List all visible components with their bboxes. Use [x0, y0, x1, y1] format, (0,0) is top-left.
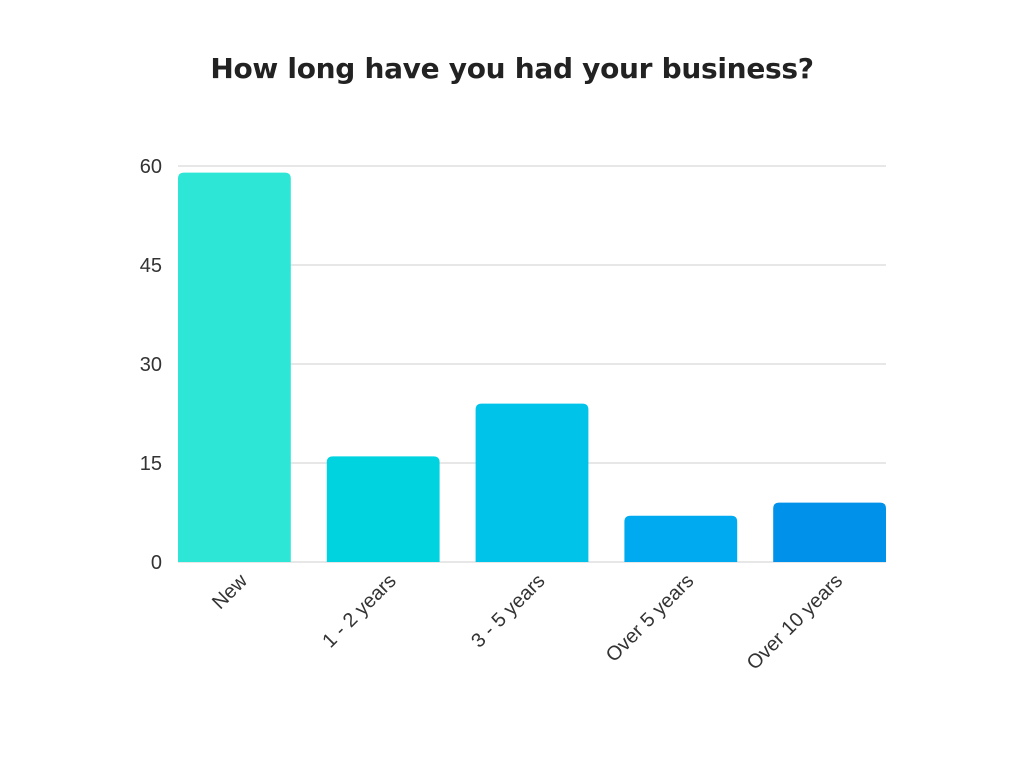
x-category-label: 3 - 5 years	[467, 570, 549, 652]
bar	[326, 456, 440, 562]
y-tick-label: 30	[140, 354, 162, 376]
bar	[178, 172, 291, 562]
chart-title: How long have you had your business?	[210, 52, 814, 85]
y-tick-label: 15	[140, 453, 162, 475]
bar	[475, 403, 589, 562]
x-category-label: New	[208, 570, 252, 614]
y-tick-label: 60	[140, 156, 162, 178]
x-axis-labels: New 1 - 2 years 3 - 5 years Over 5 years Ove…	[208, 570, 847, 675]
x-category-label: Over 10 years	[743, 570, 847, 674]
x-category-label: Over 5 years	[602, 570, 699, 667]
bar	[773, 502, 886, 562]
y-axis-ticks: 0 15 30 45 60	[140, 156, 162, 574]
x-category-label: 1 - 2 years	[318, 570, 400, 652]
bars	[178, 172, 886, 562]
bar	[624, 515, 738, 562]
y-tick-label: 45	[140, 255, 162, 277]
y-tick-label: 0	[151, 552, 162, 574]
